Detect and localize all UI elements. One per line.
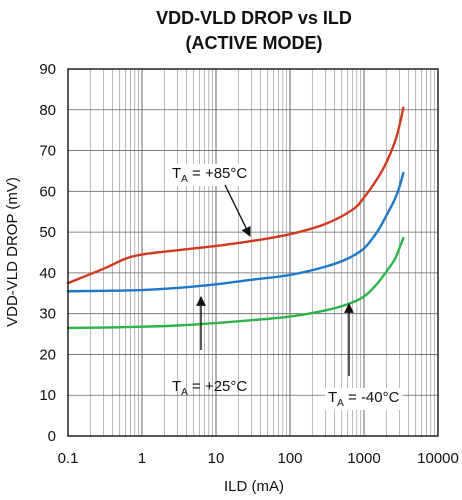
annotation-label: TA = +25°C (172, 378, 247, 398)
plot-frame (67, 68, 439, 437)
grid (67, 68, 438, 437)
annotation-1: TA = +85°C (169, 164, 251, 237)
annotation-label-bg (169, 164, 251, 186)
x-tick-label: 0.1 (58, 450, 79, 467)
annotation-label: TA = +85°C (172, 165, 247, 185)
annotation-arrow (224, 184, 251, 237)
y-tick-label: 60 (39, 183, 56, 200)
x-tick-label: 10000 (417, 450, 459, 467)
series-group (66, 106, 405, 330)
x-axis-label: ILD (mA) (224, 478, 284, 495)
x-tick-label: 10 (208, 450, 225, 467)
y-tick-label: 10 (39, 387, 56, 404)
y-tick-label: 80 (39, 102, 56, 119)
y-tick-label: 50 (39, 224, 56, 241)
y-tick-label: 0 (48, 428, 56, 445)
y-tick-label: 70 (39, 143, 56, 160)
x-tick-label: 1 (138, 450, 146, 467)
series-line-taplus85c (66, 106, 405, 285)
annotation-3: TA = -40°C (325, 303, 403, 410)
chart-title: VDD-VLD DROP vs ILD (156, 8, 352, 28)
x-tick-label: 100 (277, 450, 302, 467)
y-tick-label: 40 (39, 265, 56, 282)
series-line-taminus40c (66, 237, 405, 330)
y-tick-label: 90 (39, 61, 56, 78)
x-tick-labels: 0.1 1 10 100 1000 10000 (58, 450, 459, 467)
annotation-2: TA = +25°C (172, 296, 247, 398)
y-tick-labels: 0 10 20 30 40 50 60 70 80 90 (39, 61, 56, 445)
chart-subtitle: (ACTIVE MODE) (186, 33, 323, 53)
y-axis-label: VDD-VLD DROP (mV) (4, 177, 21, 327)
annotation-label: TA = -40°C (328, 389, 400, 409)
annotation-label-bg (325, 388, 403, 410)
annotations: TA = +85°C TA = +25°C TA = -40°C (169, 164, 403, 410)
y-tick-label: 30 (39, 306, 56, 323)
x-tick-label: 1000 (347, 450, 380, 467)
y-tick-label: 20 (39, 346, 56, 363)
series-line-taplus25c (66, 171, 405, 293)
